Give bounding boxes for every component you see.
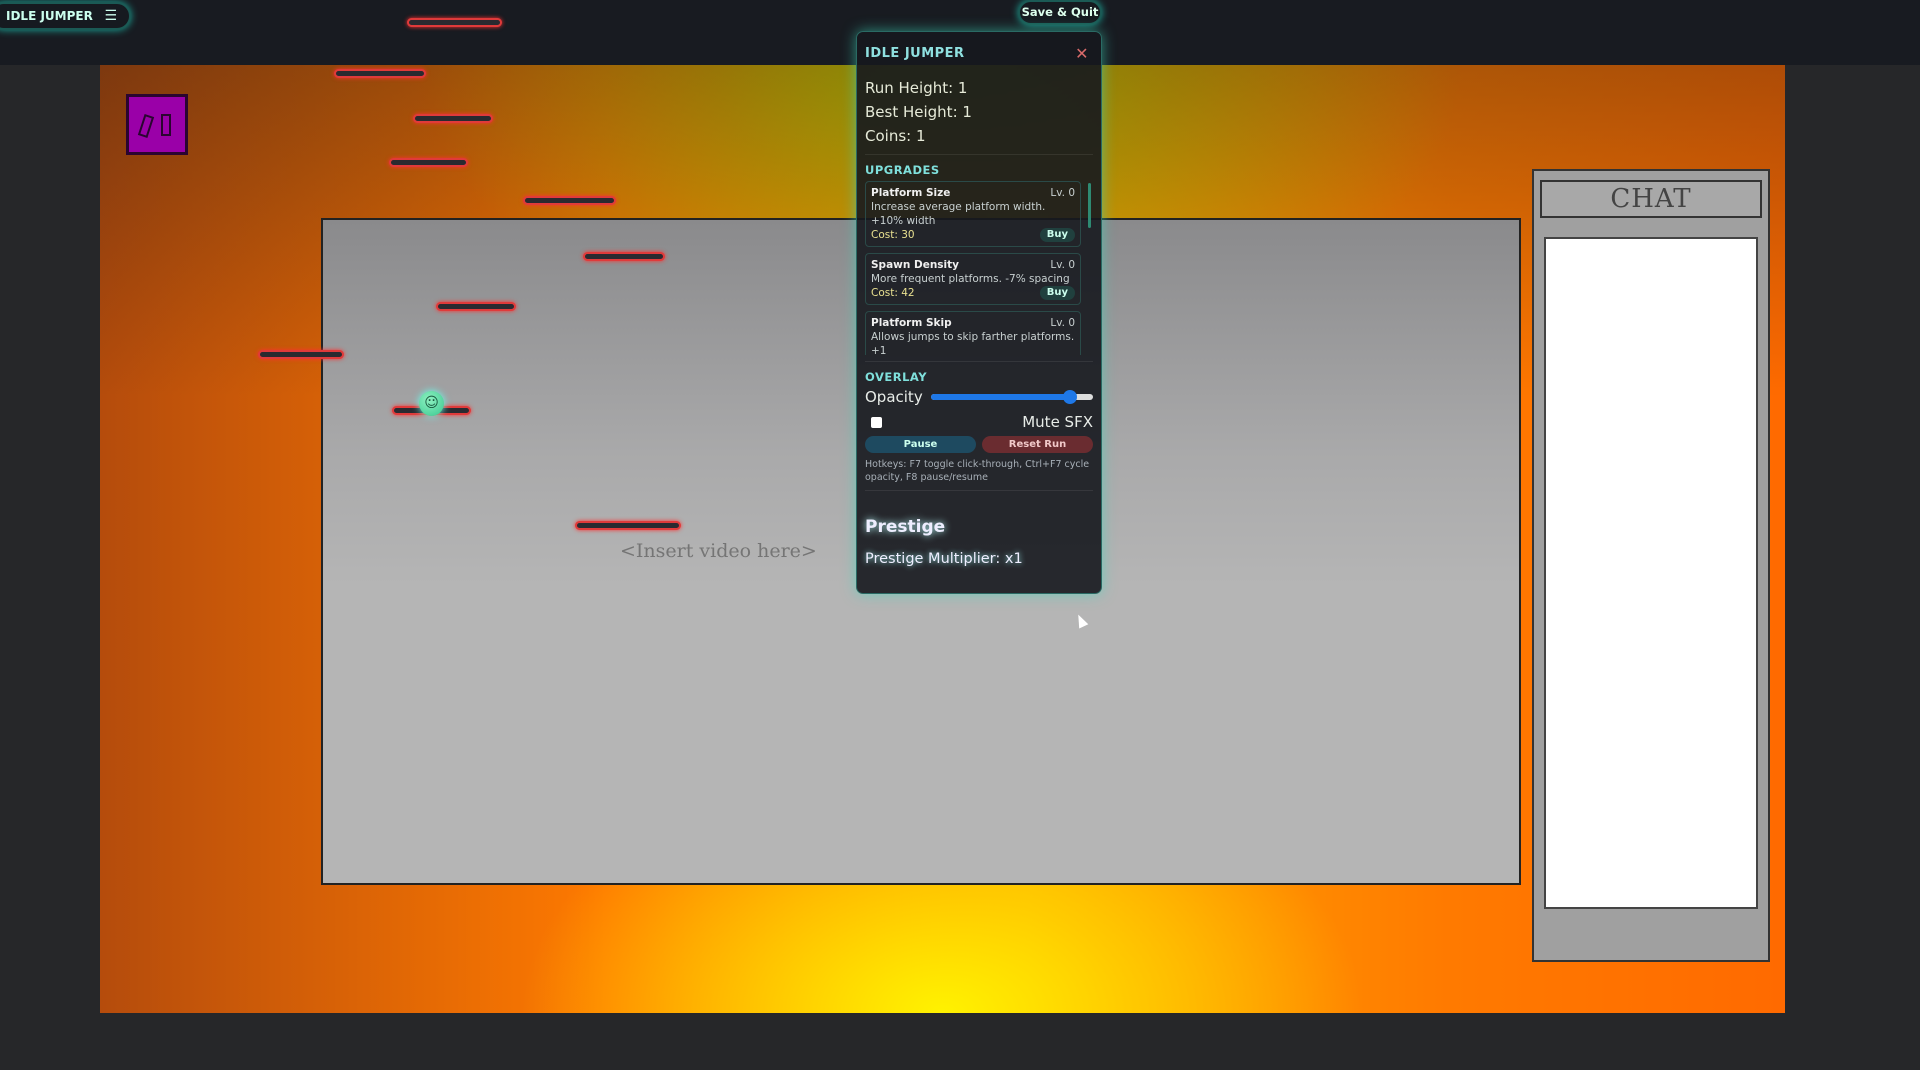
- close-icon[interactable]: ✕: [1075, 44, 1089, 63]
- slider-knob[interactable]: [1063, 390, 1078, 404]
- platform: [575, 521, 681, 530]
- platform: [523, 196, 616, 205]
- pause-bar: [137, 113, 155, 139]
- chat-messages[interactable]: [1544, 237, 1758, 909]
- upgrade-cost: Cost: 30: [871, 229, 915, 241]
- app-title: IDLE JUMPER: [6, 9, 93, 23]
- pause-button[interactable]: Pause: [865, 436, 976, 453]
- mute-label: Mute SFX: [1022, 413, 1093, 431]
- chat-title: CHAT: [1540, 180, 1762, 218]
- scrollbar[interactable]: [1088, 183, 1091, 228]
- prestige-multiplier: Prestige Multiplier: x1: [865, 551, 1023, 567]
- prestige-title: Prestige: [865, 517, 946, 537]
- upgrade-name: Platform Size: [871, 187, 951, 199]
- upgrades-list[interactable]: Platform Size Lv. 0 Increase average plat…: [865, 181, 1093, 355]
- platform: [583, 252, 665, 261]
- platform: [334, 69, 426, 78]
- upgrade-level: Lv. 0: [1050, 259, 1075, 271]
- video-placeholder: <Insert video here>: [620, 540, 817, 562]
- upgrade-card: Platform Size Lv. 0 Increase average plat…: [865, 181, 1081, 247]
- slider-fill: [931, 394, 1071, 400]
- coins: Coins: 1: [865, 127, 926, 145]
- upgrade-card: Spawn Density Lv. 0 More frequent platfor…: [865, 253, 1081, 305]
- hotkeys-hint: Hotkeys: F7 toggle click-through, Ctrl+F…: [865, 458, 1093, 491]
- upgrade-level: Lv. 0: [1050, 187, 1075, 199]
- upgrade-level: Lv. 0: [1050, 317, 1075, 329]
- upgrade-desc: More frequent platforms. -7% spacing: [871, 273, 1070, 285]
- platform: [389, 158, 468, 167]
- panel-title: IDLE JUMPER: [865, 46, 965, 61]
- platform: [413, 114, 493, 123]
- reset-run-button[interactable]: Reset Run: [982, 436, 1093, 453]
- chat-panel: CHAT: [1532, 169, 1770, 962]
- upgrade-card: Platform Skip Lv. 0 Allows jumps to skip …: [865, 311, 1081, 355]
- pause-bar: [161, 114, 171, 136]
- buy-button[interactable]: Buy: [1039, 286, 1075, 300]
- pause-block-icon[interactable]: [126, 94, 188, 155]
- player-ball: ☺: [419, 391, 444, 416]
- upgrades-header: UPGRADES: [865, 154, 1093, 177]
- mute-checkbox[interactable]: [871, 416, 882, 428]
- save-quit-button[interactable]: Save & Quit: [1018, 0, 1102, 25]
- platform: [258, 350, 344, 359]
- upgrade-name: Platform Skip: [871, 317, 952, 329]
- upgrade-desc: Increase average platform width. +10% wi…: [871, 201, 1046, 227]
- overlay-header: OVERLAY: [865, 361, 1093, 384]
- overlay-panel: IDLE JUMPER ✕ Run Height: 1 Best Height: …: [856, 31, 1102, 594]
- upgrade-name: Spawn Density: [871, 259, 960, 271]
- app-menu-pill[interactable]: IDLE JUMPER ☰: [0, 2, 131, 30]
- best-height: Best Height: 1: [865, 103, 972, 121]
- platform: [407, 18, 502, 27]
- run-height: Run Height: 1: [865, 79, 968, 97]
- upgrade-cost: Cost: 42: [871, 287, 915, 299]
- hamburger-icon[interactable]: ☰: [104, 8, 117, 24]
- opacity-label: Opacity: [865, 388, 923, 406]
- upgrade-desc: Allows jumps to skip farther platforms. …: [871, 331, 1075, 355]
- buy-button[interactable]: Buy: [1039, 228, 1075, 242]
- platform: [436, 302, 516, 311]
- opacity-slider[interactable]: [931, 390, 1093, 404]
